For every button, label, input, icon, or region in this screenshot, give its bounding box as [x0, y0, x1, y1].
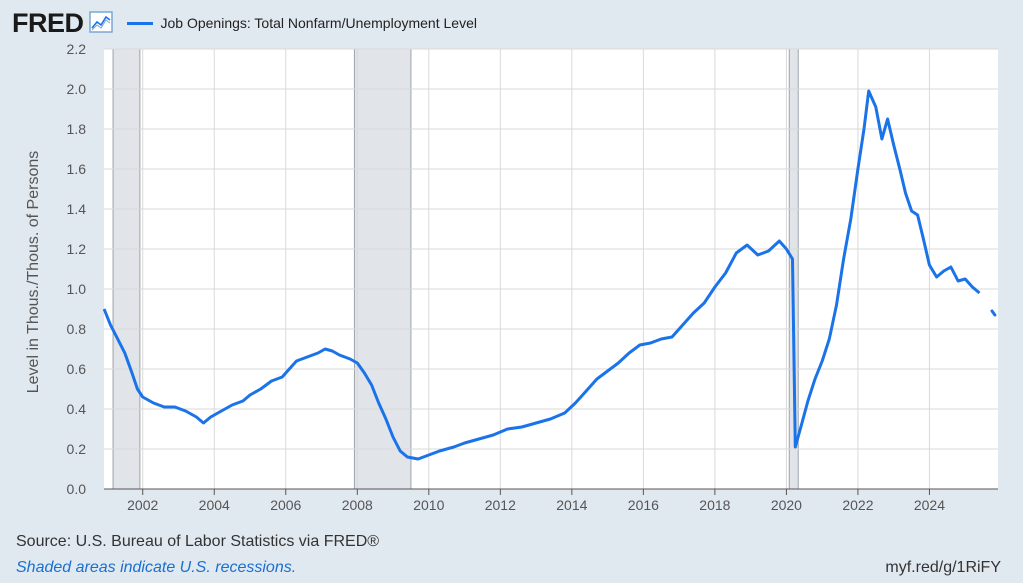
x-tick-label: 2012: [485, 497, 516, 513]
recession-band: [353, 48, 412, 490]
y-tick-labels: 0.0 0.2 0.4 0.6 0.8 1.0 1.2 1.4 1.6 1.8 2.0 2.2: [67, 41, 87, 497]
y-tick-label: 0.2: [67, 441, 87, 457]
series-line-segment[interactable]: [990, 309, 997, 317]
x-tick-label: 2002: [127, 497, 158, 513]
x-tick-label: 2006: [270, 497, 301, 513]
y-tick-label: 1.0: [67, 281, 87, 297]
y-tick-label: 0.8: [67, 321, 87, 337]
recession-note: Shaded areas indicate U.S. recessions.: [16, 559, 297, 576]
legend-series-label: Job Openings: Total Nonfarm/Unemployment…: [160, 15, 477, 31]
chart-legend: Job Openings: Total Nonfarm/Unemployment…: [126, 15, 477, 31]
y-tick-label: 2.2: [67, 41, 87, 57]
y-tick-label: 2.0: [67, 81, 87, 97]
x-tick-label: 2022: [842, 497, 873, 513]
y-tick-label: 1.2: [67, 241, 87, 257]
chart-line-icon[interactable]: [88, 10, 113, 38]
x-tick-label: 2004: [199, 497, 230, 513]
x-tick-label: 2014: [556, 497, 587, 513]
x-tick-label: 2024: [914, 497, 945, 513]
y-tick-label: 1.4: [67, 201, 87, 217]
x-tick-labels: 2002 2004 2006 2008 2010 2012 2014 2016 2018 2020…: [127, 489, 945, 513]
fred-logo[interactable]: FRED: [12, 7, 84, 38]
y-axis-title: Level in Thous./Thous. of Persons: [25, 151, 42, 394]
gridlines: [104, 48, 998, 489]
y-tick-label: 1.8: [67, 121, 87, 137]
y-tick-label: 0.4: [67, 401, 87, 417]
y-tick-label: 0.0: [67, 481, 87, 497]
series-layer: [102, 89, 997, 461]
short-link[interactable]: myf.red/g/1RiFY: [885, 559, 1001, 576]
x-tick-label: 2010: [413, 497, 444, 513]
x-tick-label: 2008: [342, 497, 373, 513]
x-tick-label: 2020: [771, 497, 802, 513]
y-tick-label: 1.6: [67, 161, 87, 177]
plot-area: [104, 49, 998, 489]
x-tick-label: 2016: [628, 497, 659, 513]
series-line[interactable]: [102, 89, 981, 461]
y-tick-label: 0.6: [67, 361, 87, 377]
x-tick-label: 2018: [699, 497, 730, 513]
chart-header: FRED Job Openings: Total Nonfarm/Unemplo…: [12, 6, 477, 40]
legend-swatch: [126, 21, 153, 25]
recession-band: [112, 48, 141, 490]
source-text: Source: U.S. Bureau of Labor Statistics …: [16, 533, 380, 550]
